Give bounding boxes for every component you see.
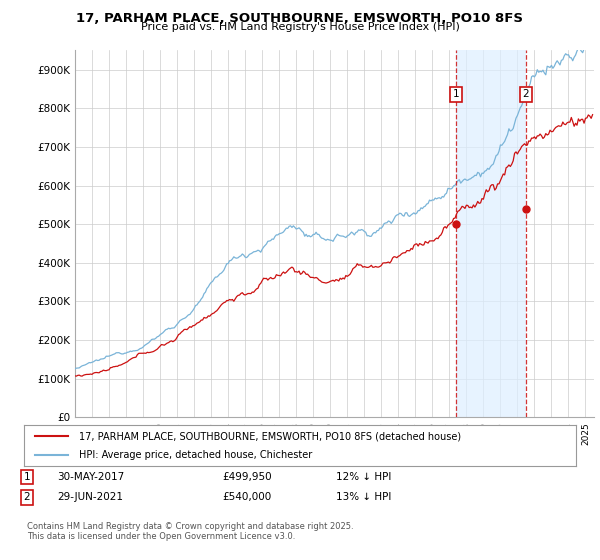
Text: £499,950: £499,950: [222, 472, 272, 482]
Text: 1: 1: [23, 472, 31, 482]
Text: HPI: Average price, detached house, Chichester: HPI: Average price, detached house, Chic…: [79, 450, 313, 460]
Text: 12% ↓ HPI: 12% ↓ HPI: [336, 472, 391, 482]
Text: 30-MAY-2017: 30-MAY-2017: [57, 472, 124, 482]
Text: £540,000: £540,000: [222, 492, 271, 502]
Text: 17, PARHAM PLACE, SOUTHBOURNE, EMSWORTH, PO10 8FS (detached house): 17, PARHAM PLACE, SOUTHBOURNE, EMSWORTH,…: [79, 431, 461, 441]
Text: 13% ↓ HPI: 13% ↓ HPI: [336, 492, 391, 502]
Text: 1: 1: [453, 90, 460, 100]
Text: 17, PARHAM PLACE, SOUTHBOURNE, EMSWORTH, PO10 8FS: 17, PARHAM PLACE, SOUTHBOURNE, EMSWORTH,…: [77, 12, 523, 25]
Text: 2: 2: [523, 90, 529, 100]
Text: Contains HM Land Registry data © Crown copyright and database right 2025.
This d: Contains HM Land Registry data © Crown c…: [27, 522, 353, 542]
Bar: [457, 50, 526, 417]
Text: Price paid vs. HM Land Registry's House Price Index (HPI): Price paid vs. HM Land Registry's House …: [140, 22, 460, 32]
Text: 29-JUN-2021: 29-JUN-2021: [57, 492, 123, 502]
Text: 2: 2: [23, 492, 31, 502]
